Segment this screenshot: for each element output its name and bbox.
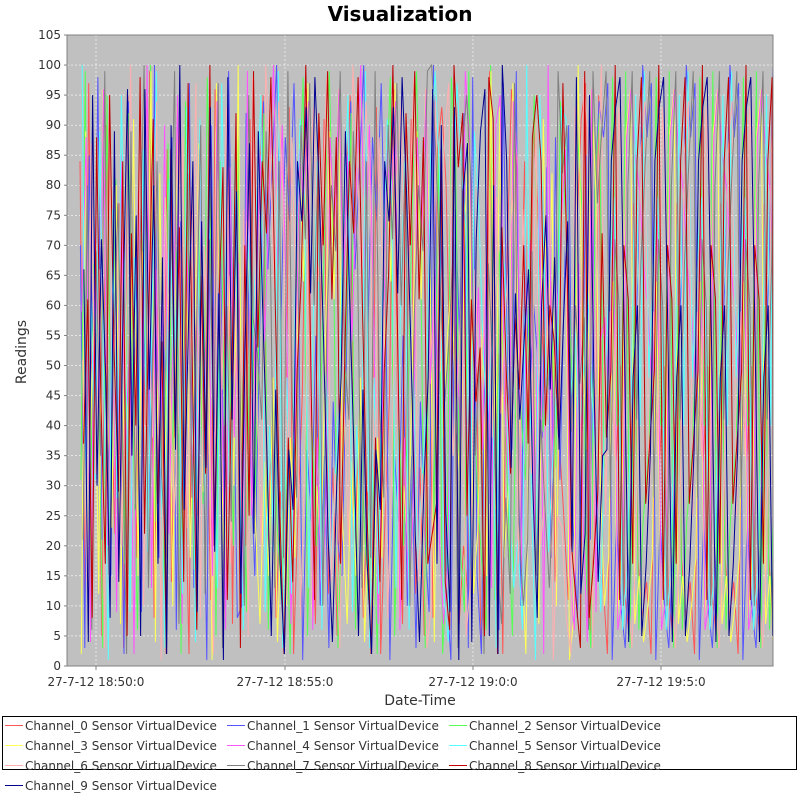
y-tick-label: 5	[53, 629, 61, 643]
legend: Channel_0 Sensor VirtualDevice Channel_1 …	[2, 716, 797, 793]
y-tick-label: 30	[46, 479, 61, 493]
y-tick-label: 75	[46, 208, 61, 222]
x-axis-label: Date-Time	[384, 693, 456, 709]
y-tick-label: 90	[46, 118, 61, 132]
y-tick-label: 80	[46, 178, 61, 192]
legend-label: Channel_3 Sensor VirtualDevice	[25, 739, 217, 753]
y-tick-label: 20	[46, 539, 61, 553]
legend-item-channel-4: Channel_4 Sensor VirtualDevice	[227, 736, 439, 756]
chart-title: Visualization	[327, 2, 473, 26]
legend-item-channel-2: Channel_2 Sensor VirtualDevice	[449, 716, 661, 736]
y-tick-label: 60	[46, 298, 61, 312]
legend-item-channel-6: Channel_6 Sensor VirtualDevice	[5, 756, 217, 776]
legend-label: Channel_9 Sensor VirtualDevice	[25, 779, 217, 793]
legend-item-channel-3: Channel_3 Sensor VirtualDevice	[5, 736, 217, 756]
y-tick-label: 85	[46, 148, 61, 162]
legend-swatch	[227, 765, 245, 766]
legend-swatch	[5, 765, 23, 766]
y-axis-label: Readings	[14, 320, 30, 384]
series-line-channel-4	[81, 64, 774, 655]
x-tick-label: 27-7-12 18:55:0	[237, 675, 334, 689]
legend-item-channel-1: Channel_1 Sensor VirtualDevice	[227, 716, 439, 736]
y-tick-label: 0	[53, 659, 61, 673]
y-tick-label: 100	[38, 58, 61, 72]
y-axis-ticks: 0 5 10 15 20 25 30 35 40 45 50 55 60 65 70 75 80 85 90 95 10…	[38, 28, 67, 673]
y-tick-label: 45	[46, 389, 61, 403]
legend-label: Channel_0 Sensor VirtualDevice	[25, 719, 217, 733]
legend-label: Channel_4 Sensor VirtualDevice	[247, 739, 439, 753]
y-tick-label: 50	[46, 359, 61, 373]
legend-label: Channel_7 Sensor VirtualDevice	[247, 759, 439, 773]
legend-swatch	[449, 765, 467, 766]
legend-swatch	[449, 745, 467, 746]
y-tick-label: 10	[46, 599, 61, 613]
legend-item-channel-9: Channel_9 Sensor VirtualDevice	[5, 776, 217, 796]
legend-label: Channel_8 Sensor VirtualDevice	[469, 759, 661, 773]
legend-swatch	[5, 745, 23, 746]
y-tick-label: 40	[46, 419, 61, 433]
series-lines	[79, 63, 774, 661]
y-tick-label: 15	[46, 569, 61, 583]
chart-svg: 0 5 10 15 20 25 30 35 40 45 50 55 60 65 70 75 80 85 90 95 10…	[14, 28, 774, 709]
legend-label: Channel_6 Sensor VirtualDevice	[25, 759, 217, 773]
legend-item-channel-0: Channel_0 Sensor VirtualDevice	[5, 716, 217, 736]
y-tick-label: 25	[46, 509, 61, 523]
legend-swatch	[5, 785, 23, 786]
x-tick-label: 27-7-12 19:0:0	[428, 675, 517, 689]
y-tick-label: 35	[46, 449, 61, 463]
plot-border	[66, 34, 774, 667]
y-tick-label: 105	[38, 28, 61, 42]
legend-swatch	[227, 725, 245, 726]
y-tick-label: 95	[46, 88, 61, 102]
legend-item-channel-8: Channel_8 Sensor VirtualDevice	[449, 756, 661, 776]
legend-item-channel-5: Channel_5 Sensor VirtualDevice	[449, 736, 661, 756]
legend-swatch	[5, 725, 23, 726]
legend-label: Channel_1 Sensor VirtualDevice	[247, 719, 439, 733]
legend-swatch	[227, 745, 245, 746]
x-tick-label: 27-7-12 19:5:0	[616, 675, 705, 689]
y-tick-label: 55	[46, 328, 61, 342]
x-tick-label: 27-7-12 18:50:0	[48, 675, 145, 689]
y-tick-label: 70	[46, 238, 61, 252]
y-tick-label: 65	[46, 268, 61, 282]
legend-label: Channel_2 Sensor VirtualDevice	[469, 719, 661, 733]
series-line-channel-9	[83, 64, 774, 661]
legend-item-channel-7: Channel_7 Sensor VirtualDevice	[227, 756, 439, 776]
legend-swatch	[449, 725, 467, 726]
legend-label: Channel_5 Sensor VirtualDevice	[469, 739, 661, 753]
x-axis-ticks: 27-7-12 18:50:0 27-7-12 18:55:0 27-7-12 19…	[48, 666, 706, 689]
